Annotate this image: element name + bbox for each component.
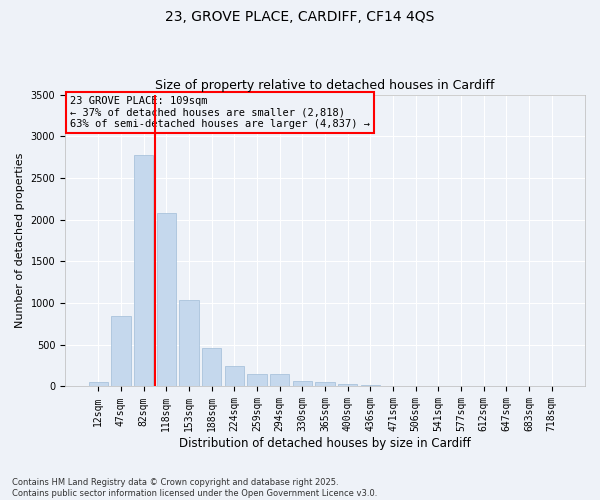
Bar bbox=[316, 382, 335, 386]
Text: 23 GROVE PLACE: 109sqm
← 37% of detached houses are smaller (2,818)
63% of semi-: 23 GROVE PLACE: 109sqm ← 37% of detached… bbox=[70, 96, 370, 129]
Bar bbox=[361, 385, 380, 386]
Bar bbox=[134, 154, 153, 386]
Bar bbox=[179, 300, 199, 386]
X-axis label: Distribution of detached houses by size in Cardiff: Distribution of detached houses by size … bbox=[179, 437, 471, 450]
Bar bbox=[338, 384, 358, 386]
Bar bbox=[270, 374, 289, 386]
Bar bbox=[89, 382, 108, 386]
Bar bbox=[224, 366, 244, 386]
Bar bbox=[247, 374, 266, 386]
Bar bbox=[202, 348, 221, 387]
Title: Size of property relative to detached houses in Cardiff: Size of property relative to detached ho… bbox=[155, 79, 495, 92]
Text: Contains HM Land Registry data © Crown copyright and database right 2025.
Contai: Contains HM Land Registry data © Crown c… bbox=[12, 478, 377, 498]
Y-axis label: Number of detached properties: Number of detached properties bbox=[15, 153, 25, 328]
Text: 23, GROVE PLACE, CARDIFF, CF14 4QS: 23, GROVE PLACE, CARDIFF, CF14 4QS bbox=[166, 10, 434, 24]
Bar bbox=[112, 316, 131, 386]
Bar bbox=[293, 381, 312, 386]
Bar bbox=[157, 213, 176, 386]
